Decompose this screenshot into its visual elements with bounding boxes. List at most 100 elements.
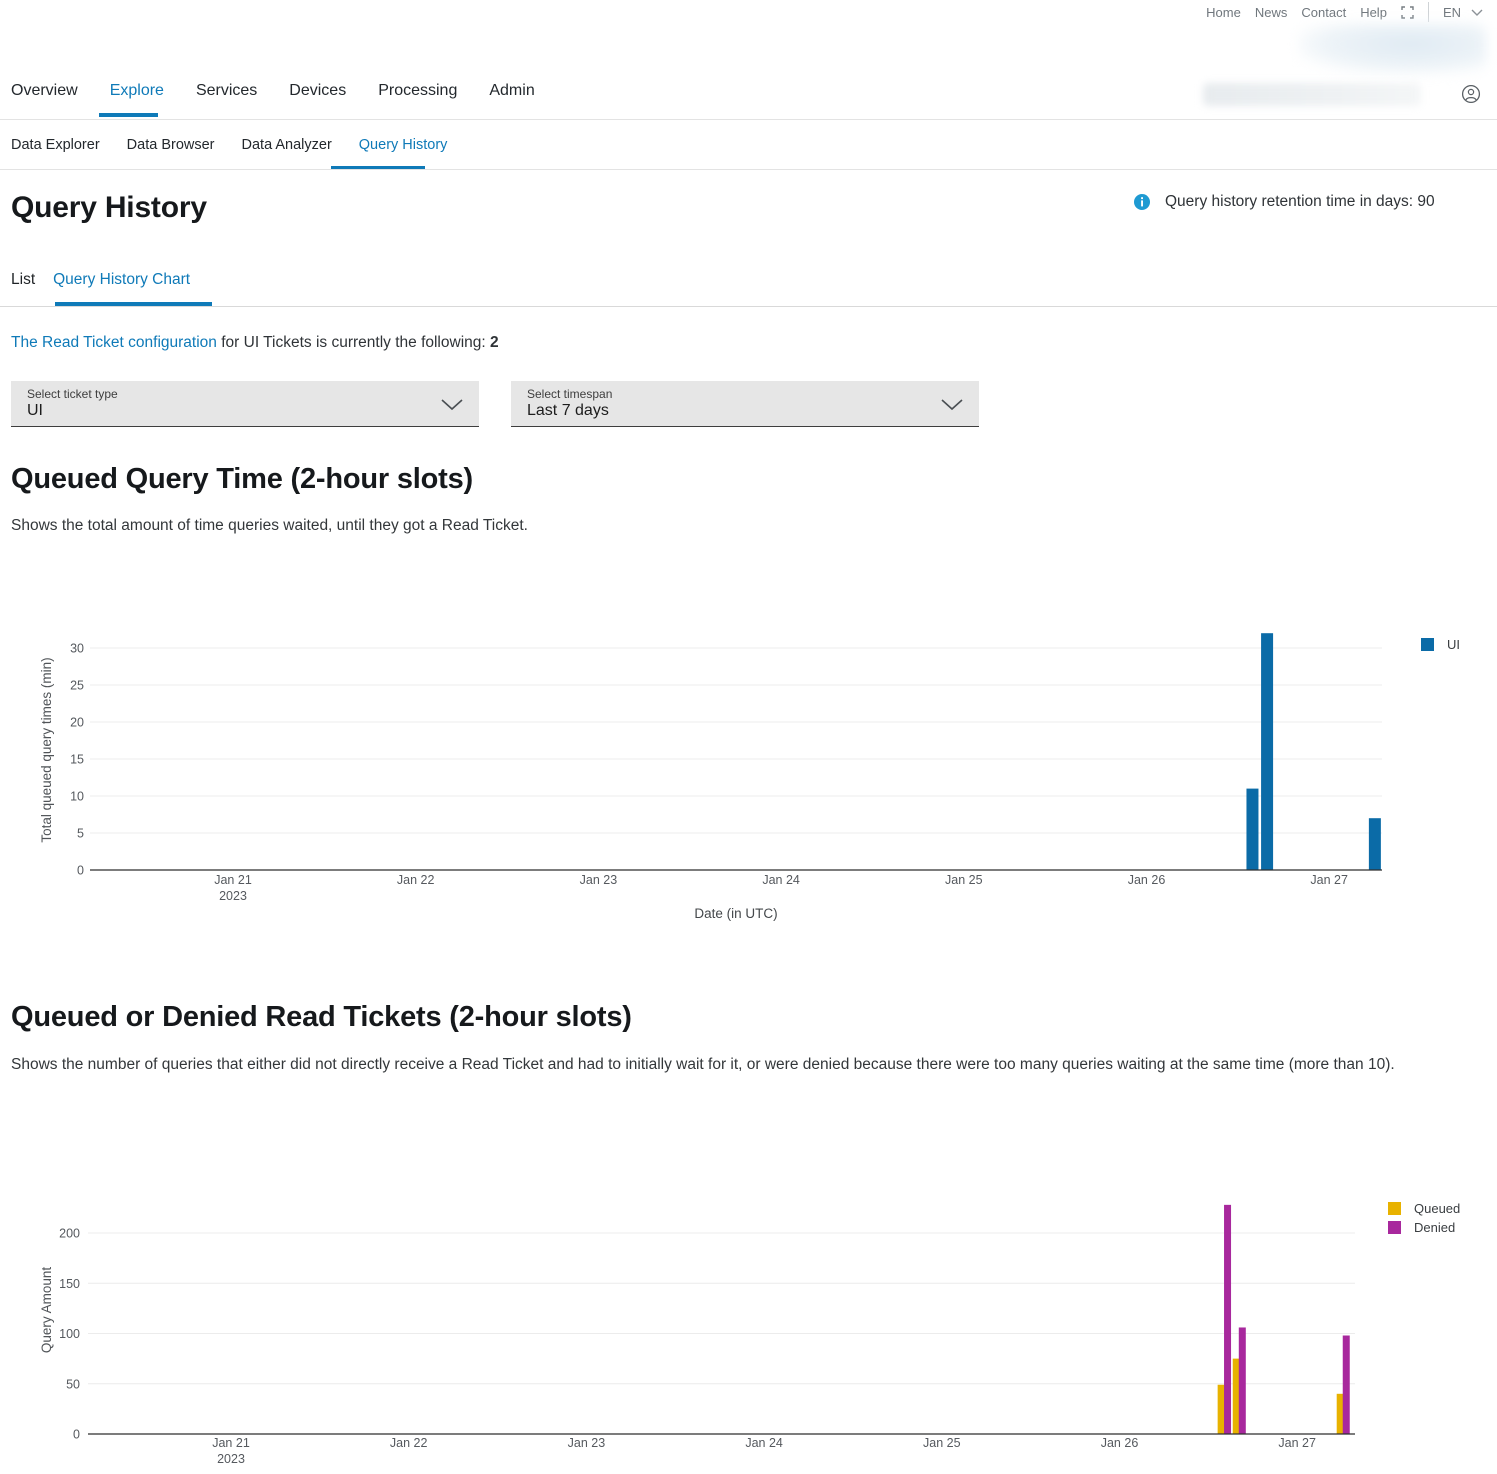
nav-item-overview[interactable]: Overview <box>11 82 78 99</box>
y-tick-label: 20 <box>70 716 84 730</box>
active-tab-underline <box>55 302 212 306</box>
y-tick-label: 50 <box>66 1377 80 1391</box>
y-axis-title: Query Amount <box>39 1267 54 1354</box>
y-tick-label: 10 <box>70 790 84 804</box>
active-nav-underline <box>99 113 158 117</box>
page-title: Query History <box>11 191 207 224</box>
section-heading-queued-denied-tickets: Queued or Denied Read Tickets (2-hour sl… <box>11 1001 632 1033</box>
tab-list[interactable]: List <box>11 271 36 288</box>
subnav-item-data-explorer[interactable]: Data Explorer <box>11 137 100 153</box>
y-tick-label: 100 <box>59 1327 80 1341</box>
bar-ui <box>1368 818 1381 870</box>
section-heading-queued-query-time: Queued Query Time (2-hour slots) <box>11 463 473 495</box>
ticket-type-select-label: Select ticket type <box>27 387 118 401</box>
queued-denied-tickets-chart: 0 50 100 150 200 Jan 21 2023 Jan 22 Jan 23 Jan 24… <box>39 1201 1460 1466</box>
nav-item-devices[interactable]: Devices <box>289 82 347 99</box>
redacted-logo <box>1298 24 1486 74</box>
x-axis-title: Date (in UTC) <box>694 906 777 921</box>
topbar-link-contact[interactable]: Contact <box>1301 4 1347 20</box>
bar-queued <box>1232 1358 1240 1434</box>
x-tick-label: Jan 27 <box>1310 873 1348 887</box>
x-tick-label: Jan 25 <box>923 1436 961 1450</box>
sub-nav: Data Explorer Data Browser Data Analyzer… <box>11 137 447 153</box>
tab-divider <box>0 306 1497 307</box>
bar-denied <box>1342 1335 1350 1434</box>
fullscreen-icon[interactable] <box>1401 5 1414 19</box>
read-ticket-config-link[interactable]: The Read Ticket configuration <box>11 334 217 351</box>
legend-label-ui: UI <box>1447 637 1460 652</box>
bar-queued <box>1217 1384 1225 1434</box>
config-line-value: 2 <box>490 334 499 351</box>
config-line-text: for UI Tickets is currently the followin… <box>216 334 490 351</box>
x-tick-label: Jan 26 <box>1101 1436 1139 1450</box>
language-selector[interactable]: EN <box>1443 5 1483 20</box>
x-tick-label: Jan 24 <box>762 873 800 887</box>
y-tick-label: 15 <box>70 753 84 767</box>
x-tick-year-label: 2023 <box>217 1452 245 1466</box>
x-tick-label: Jan 23 <box>568 1436 606 1450</box>
x-tick-label: Jan 25 <box>945 873 983 887</box>
x-tick-label: Jan 24 <box>745 1436 783 1450</box>
topbar-link-home[interactable]: Home <box>1206 4 1241 20</box>
y-tick-label: 30 <box>70 642 84 656</box>
user-icon[interactable] <box>1461 84 1481 104</box>
x-tick-label: Jan 21 <box>214 873 252 887</box>
bar-denied <box>1224 1204 1232 1434</box>
nav-divider <box>0 119 1497 120</box>
legend-swatch-denied <box>1388 1221 1401 1234</box>
y-tick-label: 5 <box>77 827 84 841</box>
topbar-link-news[interactable]: News <box>1254 4 1288 20</box>
ticket-type-select[interactable]: Select ticket type UI <box>11 381 479 427</box>
legend-swatch-queued <box>1388 1202 1401 1215</box>
y-tick-label: 0 <box>77 864 84 878</box>
bar-denied <box>1238 1327 1246 1434</box>
retention-note-text: Query history retention time in days: 90 <box>1165 193 1435 210</box>
redacted-account-name <box>1203 83 1421 106</box>
timespan-select[interactable]: Select timespan Last 7 days <box>511 381 979 427</box>
y-tick-label: 200 <box>59 1227 80 1241</box>
utility-bar: Home News Contact Help EN <box>1206 2 1483 22</box>
legend-label-denied: Denied <box>1414 1220 1455 1235</box>
y-tick-label: 0 <box>73 1428 80 1442</box>
topbar-divider <box>1427 2 1429 22</box>
x-tick-label: Jan 27 <box>1278 1436 1316 1450</box>
nav-item-explore[interactable]: Explore <box>109 82 164 99</box>
bar-ui <box>1261 633 1274 870</box>
language-label: EN <box>1442 4 1461 20</box>
legend-label-queued: Queued <box>1414 1201 1460 1216</box>
x-tick-label: Jan 26 <box>1128 873 1166 887</box>
subnav-divider <box>0 169 1497 170</box>
nav-item-processing[interactable]: Processing <box>378 82 458 99</box>
read-ticket-config-line: The Read Ticket configuration for UI Tic… <box>11 334 499 352</box>
chevron-down-icon <box>441 398 463 416</box>
subnav-item-data-analyzer[interactable]: Data Analyzer <box>241 137 332 153</box>
queued-query-time-chart: 0 5 10 15 20 25 30 Jan 21 2023 Jan 22 Jan 23 Jan 24… <box>39 633 1460 921</box>
retention-note: Query history retention time in days: 90 <box>1133 193 1435 211</box>
info-icon <box>1133 193 1151 211</box>
section-description-queued-denied-tickets: Shows the number of queries that either … <box>11 1056 1395 1073</box>
timespan-select-value: Last 7 days <box>527 402 609 419</box>
x-tick-year-label: 2023 <box>219 889 247 903</box>
y-tick-label: 25 <box>70 679 84 693</box>
y-axis-title: Total queued query times (min) <box>39 657 54 842</box>
x-tick-label: Jan 22 <box>397 873 435 887</box>
legend-swatch-ui <box>1421 638 1434 651</box>
ticket-type-select-value: UI <box>27 402 43 419</box>
y-tick-label: 150 <box>59 1277 80 1291</box>
timespan-select-label: Select timespan <box>527 387 613 401</box>
tab-query-history-chart[interactable]: Query History Chart <box>53 271 191 288</box>
topbar-link-help[interactable]: Help <box>1360 4 1387 20</box>
nav-item-services[interactable]: Services <box>195 82 258 99</box>
main-nav: Overview Explore Services Devices Proces… <box>11 82 535 114</box>
x-tick-label: Jan 23 <box>580 873 618 887</box>
subnav-item-query-history[interactable]: Query History <box>358 137 448 153</box>
bar-ui <box>1246 788 1259 870</box>
chevron-down-icon <box>941 398 963 416</box>
chevron-down-icon <box>1471 9 1483 16</box>
view-tabs: List Query History Chart <box>11 271 190 289</box>
bar-queued <box>1336 1393 1344 1434</box>
x-tick-label: Jan 21 <box>212 1436 250 1450</box>
subnav-item-data-browser[interactable]: Data Browser <box>126 137 215 153</box>
nav-item-admin[interactable]: Admin <box>489 82 535 99</box>
